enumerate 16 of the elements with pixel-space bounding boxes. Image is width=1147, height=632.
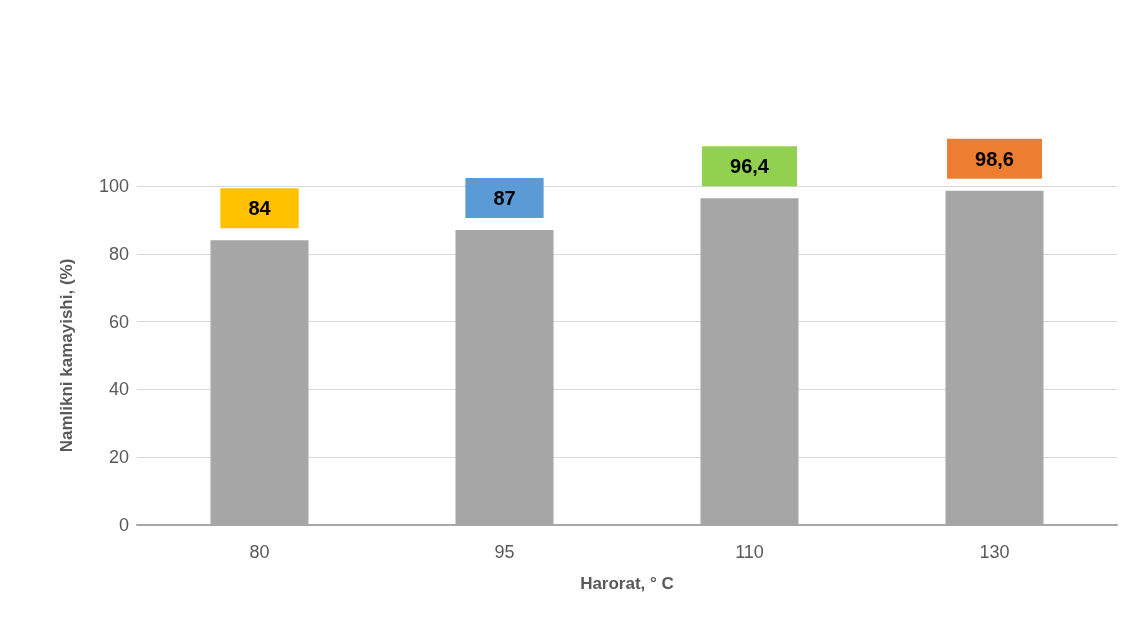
y-tick-label: 0 xyxy=(118,515,129,535)
x-tick-label: 80 xyxy=(249,542,270,562)
y-axis-title: Namlikni kamayishi, (%) xyxy=(57,258,76,453)
data-label: 87 xyxy=(493,187,516,210)
y-tick-label: 40 xyxy=(108,379,129,400)
x-tick-label: 110 xyxy=(735,542,764,562)
y-tick-label: 20 xyxy=(108,447,129,468)
y-tick-label: 100 xyxy=(98,176,129,196)
y-tick-label: 80 xyxy=(108,243,129,264)
x-tick-label: 130 xyxy=(979,542,1010,562)
x-axis-title: Harorat, ° C xyxy=(580,574,674,593)
data-label: 84 xyxy=(248,197,272,220)
data-label: 96,4 xyxy=(730,155,770,178)
y-tick-label: 60 xyxy=(108,311,129,332)
data-label: 98,6 xyxy=(975,147,1014,170)
x-tick-label: 95 xyxy=(494,542,515,562)
